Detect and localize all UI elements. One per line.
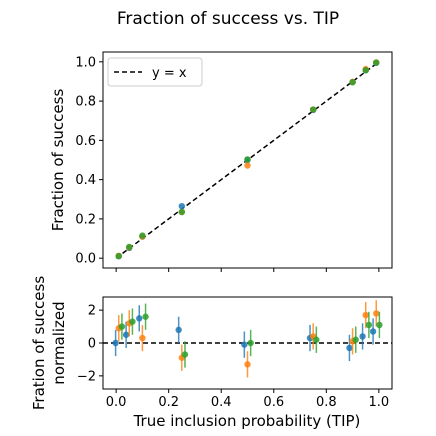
- bottom-data-point: [313, 336, 320, 343]
- top-data-point: [244, 162, 251, 169]
- bottom-data-point: [247, 339, 254, 347]
- top-y-tick-label: 0.0: [75, 252, 96, 267]
- chart-title: Fraction of success vs. TIP: [117, 9, 339, 29]
- bottom-data-point: [369, 328, 377, 335]
- bottom-y-tick-label: 0: [88, 337, 96, 352]
- top-panel-frame: [102, 51, 393, 269]
- bottom-y-tick-label: 2: [88, 304, 96, 319]
- top-y-tick-label: 0.2: [75, 212, 96, 227]
- bottom-data-point: [112, 339, 119, 347]
- bottom-data-point: [244, 361, 251, 368]
- bottom-data-point: [118, 323, 126, 330]
- bottom-x-tick-label: 0.6: [263, 395, 284, 410]
- legend-label-y-equals-x: y = x: [152, 66, 187, 81]
- top-y-tick-label: 0.8: [75, 95, 96, 110]
- top-data-point: [115, 252, 122, 260]
- legend-box: [107, 57, 203, 87]
- bottom-x-tick-label: 0.2: [158, 395, 179, 410]
- legend: y = x: [107, 57, 203, 87]
- top-data-point: [349, 79, 356, 86]
- bottom-data-point: [362, 311, 369, 319]
- bottom-data-point: [142, 313, 149, 320]
- top-data-point: [373, 59, 380, 66]
- bottom-panel: 0.0 0.2 0.4 0.6 0.8 1.0 −2 0 2 Fration of succes…: [30, 276, 393, 430]
- bottom-data-point: [139, 334, 146, 342]
- bottom-data-point: [129, 318, 136, 325]
- top-data-point: [309, 106, 317, 113]
- x-axis-label: True inclusion probability (TIP): [133, 412, 361, 430]
- top-data-point: [139, 232, 146, 239]
- bottom-data-point: [175, 326, 182, 334]
- top-data-point: [178, 208, 186, 216]
- top-y-tick-label: 0.6: [75, 134, 96, 149]
- bottom-data-point: [136, 315, 143, 322]
- bottom-data-point: [376, 321, 383, 329]
- top-y-tick-label: 0.4: [75, 173, 96, 188]
- bottom-data-point: [373, 310, 380, 317]
- bottom-data-point: [181, 351, 189, 358]
- bottom-data-point: [365, 321, 373, 329]
- top-data-point: [362, 67, 369, 74]
- top-data-point: [126, 243, 133, 251]
- bottom-y-axis-label-line-1: Fration of success: [30, 276, 48, 410]
- top-y-axis-label: Fraction of success: [49, 89, 67, 232]
- bottom-y-tick-label: −2: [77, 369, 96, 384]
- bottom-x-tick-label: 1.0: [369, 395, 390, 410]
- top-y-tick-label: 1.0: [75, 55, 96, 70]
- bottom-x-tick-label: 0.0: [106, 395, 127, 410]
- bottom-data-point: [241, 341, 248, 348]
- top-data-point: [244, 156, 251, 163]
- bottom-y-axis-label-line-2: normalized: [50, 301, 68, 384]
- bottom-x-tick-label: 0.8: [316, 395, 337, 410]
- bottom-data-point: [122, 331, 130, 338]
- top-panel: 0.0 0.2 0.4 0.6 0.8 1.0 Fraction of success y…: [49, 51, 393, 272]
- bottom-data-point: [346, 344, 353, 352]
- top-data-point: [178, 202, 186, 210]
- bottom-data-point: [352, 336, 359, 343]
- bottom-x-tick-label: 0.4: [211, 395, 232, 410]
- bottom-data-point: [359, 333, 366, 340]
